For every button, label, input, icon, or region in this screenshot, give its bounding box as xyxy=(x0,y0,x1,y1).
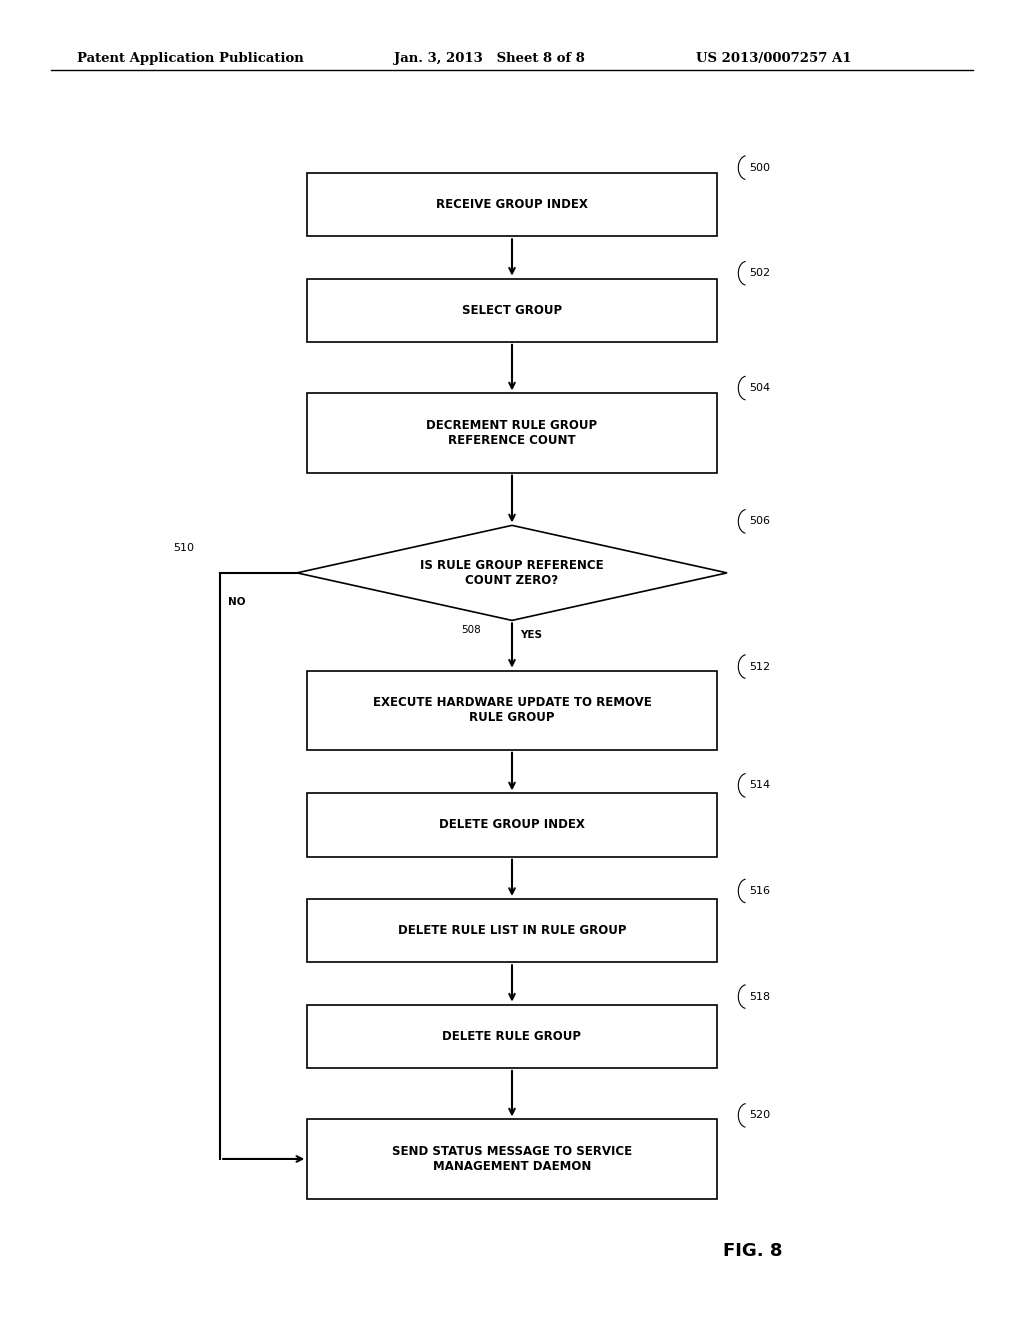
Text: 512: 512 xyxy=(750,661,771,672)
FancyBboxPatch shape xyxy=(307,793,717,857)
Text: SELECT GROUP: SELECT GROUP xyxy=(462,304,562,317)
FancyBboxPatch shape xyxy=(307,173,717,236)
Text: DECREMENT RULE GROUP
REFERENCE COUNT: DECREMENT RULE GROUP REFERENCE COUNT xyxy=(426,418,598,447)
Text: 506: 506 xyxy=(750,516,771,527)
FancyBboxPatch shape xyxy=(307,899,717,962)
Text: 520: 520 xyxy=(750,1110,771,1121)
Text: 508: 508 xyxy=(462,624,481,635)
Text: DELETE RULE LIST IN RULE GROUP: DELETE RULE LIST IN RULE GROUP xyxy=(397,924,627,937)
Polygon shape xyxy=(297,525,727,620)
Text: 514: 514 xyxy=(750,780,771,791)
FancyBboxPatch shape xyxy=(307,1119,717,1199)
Text: EXECUTE HARDWARE UPDATE TO REMOVE
RULE GROUP: EXECUTE HARDWARE UPDATE TO REMOVE RULE G… xyxy=(373,696,651,725)
FancyBboxPatch shape xyxy=(307,393,717,473)
Text: 518: 518 xyxy=(750,991,771,1002)
Text: RECEIVE GROUP INDEX: RECEIVE GROUP INDEX xyxy=(436,198,588,211)
Text: US 2013/0007257 A1: US 2013/0007257 A1 xyxy=(696,51,852,65)
Text: DELETE RULE GROUP: DELETE RULE GROUP xyxy=(442,1030,582,1043)
FancyBboxPatch shape xyxy=(307,1005,717,1068)
Text: Jan. 3, 2013   Sheet 8 of 8: Jan. 3, 2013 Sheet 8 of 8 xyxy=(394,51,585,65)
Text: Patent Application Publication: Patent Application Publication xyxy=(77,51,303,65)
Text: 516: 516 xyxy=(750,886,771,896)
Text: NO: NO xyxy=(228,597,246,607)
FancyBboxPatch shape xyxy=(307,279,717,342)
Text: DELETE GROUP INDEX: DELETE GROUP INDEX xyxy=(439,818,585,832)
Text: SEND STATUS MESSAGE TO SERVICE
MANAGEMENT DAEMON: SEND STATUS MESSAGE TO SERVICE MANAGEMEN… xyxy=(392,1144,632,1173)
Text: 504: 504 xyxy=(750,383,771,393)
Text: 500: 500 xyxy=(750,162,771,173)
Text: 510: 510 xyxy=(173,543,195,553)
Text: IS RULE GROUP REFERENCE
COUNT ZERO?: IS RULE GROUP REFERENCE COUNT ZERO? xyxy=(420,558,604,587)
Text: 502: 502 xyxy=(750,268,771,279)
Text: FIG. 8: FIG. 8 xyxy=(723,1242,782,1261)
FancyBboxPatch shape xyxy=(307,671,717,750)
Text: YES: YES xyxy=(520,630,542,640)
